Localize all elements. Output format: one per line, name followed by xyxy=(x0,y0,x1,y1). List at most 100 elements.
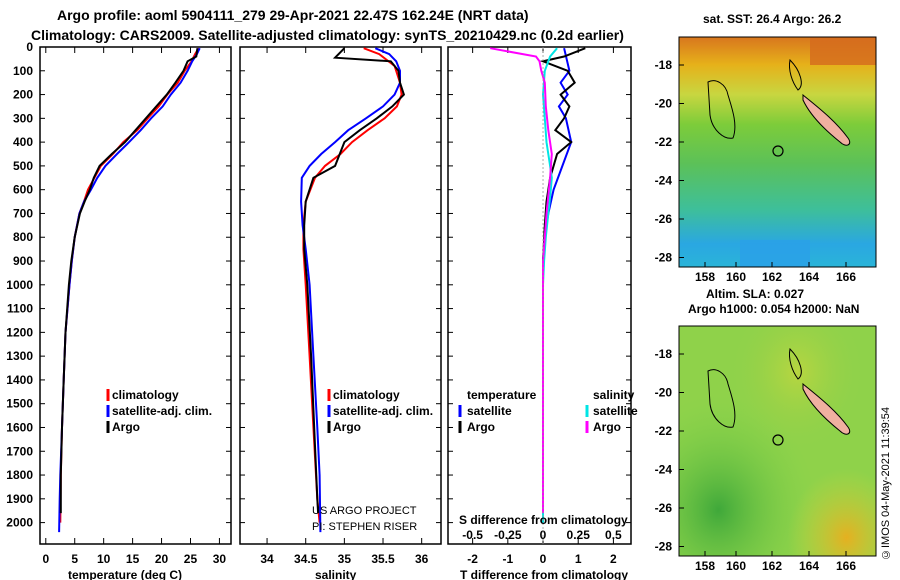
map-y-tick-label: -18 xyxy=(655,347,673,361)
sla-map xyxy=(678,325,877,557)
x-tick-label: 35.5 xyxy=(371,552,395,566)
s-tick-label: -0.25 xyxy=(494,528,522,542)
series-line-argo xyxy=(303,47,406,514)
legend-label-s-argo: Argo xyxy=(593,420,621,434)
legend-label-s-satellite: satellite xyxy=(593,404,638,418)
difference-legend: temperature satellite Argo salinity sate… xyxy=(458,388,638,434)
argo-float-marker xyxy=(772,434,784,446)
island-new-caledonia xyxy=(802,382,851,435)
series-line-argo xyxy=(59,48,199,514)
depth-tick-label: 0 xyxy=(26,40,33,54)
series-line-climatology xyxy=(59,47,200,523)
map-y-tick-label: -24 xyxy=(655,174,673,188)
map-x-tick-label: 160 xyxy=(726,559,746,573)
x-tick-label: 15 xyxy=(126,552,140,566)
legend-label-t-satellite: satellite xyxy=(467,404,512,418)
x-tick-label: 20 xyxy=(155,552,169,566)
x-tick-label: 10 xyxy=(97,552,111,566)
depth-tick-label: 700 xyxy=(13,206,33,220)
temperature-axis-label: temperature (deg C) xyxy=(68,568,182,580)
header-line-1: Argo profile: aoml 5904111_279 29-Apr-20… xyxy=(57,7,529,23)
depth-tick-label: 1800 xyxy=(6,468,33,482)
legend-label-t-argo: Argo xyxy=(467,420,495,434)
depth-tick-label: 1000 xyxy=(6,278,33,292)
sst-warm-patch xyxy=(810,37,876,65)
depth-tick-label: 1900 xyxy=(6,492,33,506)
sla-map-title-1: Altim. SLA: 0.027 xyxy=(706,287,804,301)
sst-map-frame xyxy=(678,36,877,268)
legend-label-climatology: climatology xyxy=(112,388,179,402)
island-new-caledonia xyxy=(802,93,851,146)
legend-heading-temperature: temperature xyxy=(467,388,537,402)
x-tick-label: 2 xyxy=(610,552,617,566)
x-tick-label: 5 xyxy=(71,552,78,566)
map-x-tick-label: 158 xyxy=(695,559,715,573)
map-y-tick-label: -24 xyxy=(655,463,673,477)
x-tick-label: 0 xyxy=(42,552,49,566)
depth-tick-label: 400 xyxy=(13,135,33,149)
legend-label-satellite: satellite-adj. clim. xyxy=(112,404,212,418)
depth-tick-label: 500 xyxy=(13,159,33,173)
t-diff-axis-label: T difference from climatology xyxy=(460,568,628,580)
x-tick-label: -2 xyxy=(467,552,478,566)
depth-tick-label: 1200 xyxy=(6,325,33,339)
coastline-outline xyxy=(707,80,736,139)
map-y-tick-label: -26 xyxy=(655,501,673,515)
legend-label-satellite: satellite-adj. clim. xyxy=(333,404,433,418)
sst-map-axes: 158 160 162 164 166 -18 -20 -22 -24 -26 -28 xyxy=(655,58,857,284)
sst-cool-patch xyxy=(740,240,810,267)
map-x-tick-label: 166 xyxy=(836,559,856,573)
map-y-tick-label: -28 xyxy=(655,540,673,554)
map-y-tick-label: -22 xyxy=(655,424,673,438)
sst-field xyxy=(679,37,876,267)
legend-label-climatology: climatology xyxy=(333,388,400,402)
map-x-tick-label: 158 xyxy=(695,270,715,284)
s-tick-label: 0.5 xyxy=(605,528,622,542)
legend-heading-salinity: salinity xyxy=(593,388,635,402)
depth-tick-label: 1400 xyxy=(6,373,33,387)
coastline-outline xyxy=(789,58,802,91)
header-line-2: Climatology: CARS2009. Satellite-adjuste… xyxy=(31,27,624,43)
argo-float-marker xyxy=(772,145,784,157)
sla-mid-patch xyxy=(679,326,876,556)
s-diff-axis-label: S difference from climatology xyxy=(459,513,628,527)
x-tick-label: 36 xyxy=(415,552,429,566)
map-y-tick-label: -28 xyxy=(655,251,673,265)
salinity-axis-label: salinity xyxy=(315,568,357,580)
map-x-tick-label: 166 xyxy=(836,270,856,284)
map-y-tick-label: -20 xyxy=(655,97,673,111)
profile-series xyxy=(58,47,586,544)
x-tick-label: -1 xyxy=(502,552,513,566)
sla-map-axes: 158 160 162 164 166 -18 -20 -22 -24 -26 -28 xyxy=(655,347,857,573)
series-line-salinity-satellite xyxy=(541,47,558,523)
coastline-outline xyxy=(707,369,736,428)
salinity-legend: climatology satellite-adj. clim. Argo xyxy=(327,388,433,434)
depth-tick-label: 1700 xyxy=(6,444,33,458)
series-line-salinity-argo xyxy=(490,47,553,514)
coastline-outline xyxy=(789,347,802,380)
depth-tick-label: 1100 xyxy=(7,302,33,316)
legend-label-argo: Argo xyxy=(112,420,140,434)
map-y-tick-label: -18 xyxy=(655,58,673,72)
map-x-tick-label: 164 xyxy=(799,559,819,573)
sla-map-frame xyxy=(678,325,877,557)
s-tick-label: 0.25 xyxy=(567,528,591,542)
map-x-tick-label: 160 xyxy=(726,270,746,284)
x-tick-label: 34.5 xyxy=(294,552,318,566)
credit-line-2: PI: STEPHEN RISER xyxy=(312,521,417,533)
x-tick-label: 35 xyxy=(338,552,352,566)
depth-tick-label: 1500 xyxy=(6,397,33,411)
x-tick-label: 25 xyxy=(184,552,198,566)
x-tick-label: 34 xyxy=(260,552,274,566)
x-tick-label: 0 xyxy=(540,552,547,566)
map-y-tick-label: -22 xyxy=(655,135,673,149)
series-line-satellite-adj-clim- xyxy=(58,47,201,533)
sst-map xyxy=(678,36,877,268)
depth-tick-label: 800 xyxy=(13,230,33,244)
sst-map-title: sat. SST: 26.4 Argo: 26.2 xyxy=(703,12,842,26)
map-x-tick-label: 162 xyxy=(762,559,782,573)
map-y-tick-label: -20 xyxy=(655,386,673,400)
sla-map-title-2: Argo h1000: 0.054 h2000: NaN xyxy=(688,302,859,316)
depth-tick-label: 200 xyxy=(13,88,33,102)
